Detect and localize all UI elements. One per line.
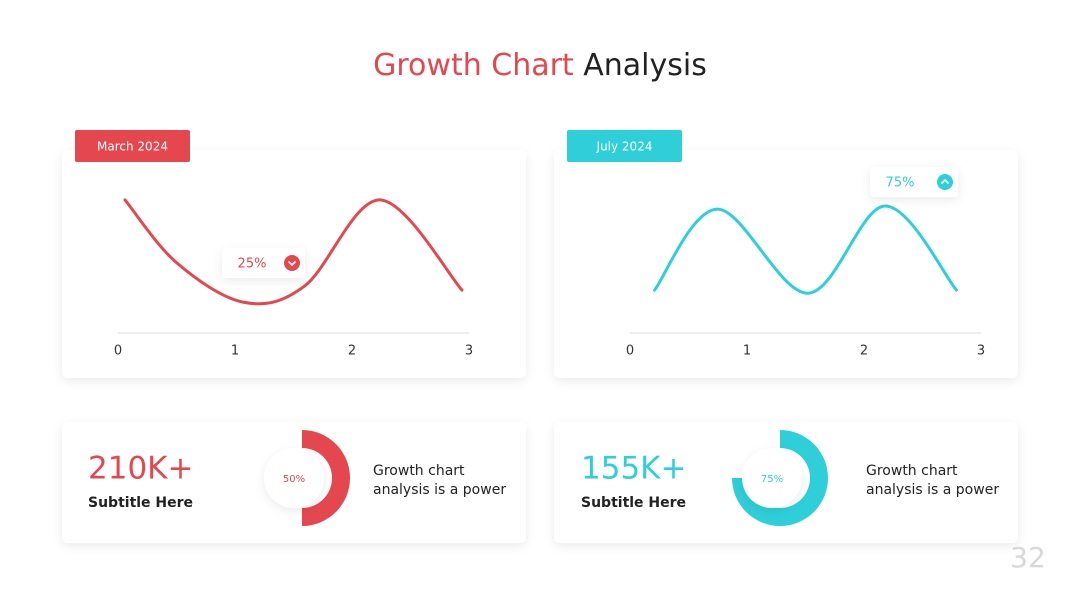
callout-chevron [940,178,950,185]
callout-label: 75% [886,176,915,191]
title-rest: Analysis [583,48,707,83]
line [123,198,464,306]
x-tick-label: 0 [114,344,122,359]
x-tick-label: 2 [860,344,868,359]
x-tick-label: 0 [626,344,634,359]
callout [222,248,305,278]
stat-subtitle: Subtitle Here [581,495,686,511]
donut-label: 75% [761,474,783,485]
callout-icon [284,255,300,271]
date-tag-label: July 2024 [596,140,653,154]
description: analysis is a power [866,482,999,498]
donut-center [264,448,324,508]
page-number: 32 [1010,541,1046,574]
callout-label: 25% [238,257,267,272]
description: analysis is a power [373,482,506,498]
date-tag [75,130,190,162]
x-tick-label: 2 [348,344,356,359]
line [653,204,958,295]
card [554,150,1018,378]
date-tag [567,130,682,162]
x-tick-label: 1 [743,344,751,359]
date-tag-label: March 2024 [97,140,168,154]
callout-icon [937,174,953,190]
description: Growth chart [866,463,958,479]
stat-value: 210K+ [88,451,193,487]
description: Growth chart [373,463,465,479]
donut-center [742,448,802,508]
stat-subtitle: Subtitle Here [88,495,193,511]
title-accent: Growth Chart [373,48,574,83]
donut-label: 50% [283,474,305,485]
callout [870,167,958,197]
slide-title: Growth Chart Analysis [373,48,707,83]
x-tick-label: 1 [231,344,239,359]
donut-arc [302,430,350,526]
stat-value: 155K+ [581,451,686,487]
x-tick-label: 3 [465,344,473,359]
callout-chevron [287,260,297,267]
x-tick-label: 3 [977,344,985,359]
